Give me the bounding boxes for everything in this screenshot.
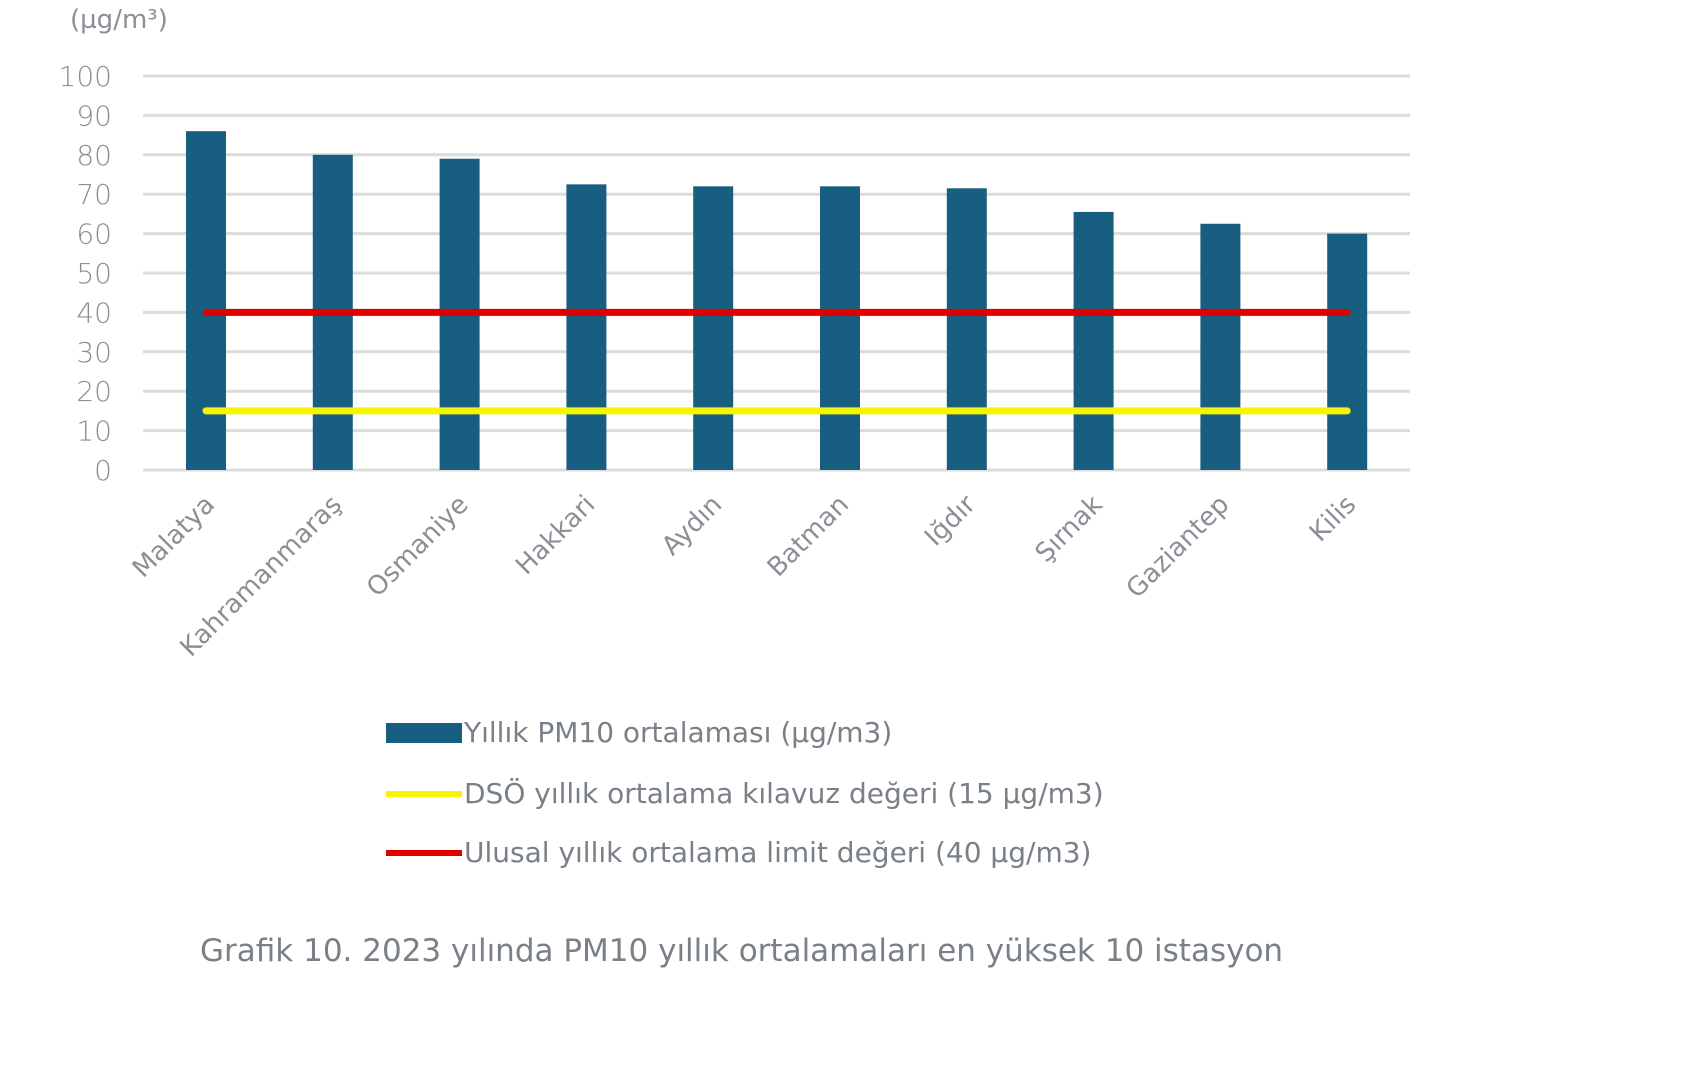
legend-label: Ulusal yıllık ortalama limit değeri (40 … bbox=[464, 836, 1092, 869]
x-tick-label: Kilis bbox=[1304, 490, 1362, 548]
bar bbox=[186, 131, 226, 470]
legend-swatch-red-line bbox=[386, 849, 462, 856]
y-tick-label: 30 bbox=[76, 336, 112, 369]
legend-item-pm10: Yıllık PM10 ortalaması (µg/m3) bbox=[386, 716, 892, 749]
bar bbox=[566, 184, 607, 470]
bar bbox=[1200, 223, 1241, 470]
y-tick-label: 80 bbox=[76, 139, 112, 172]
y-axis-unit-label: (µg/m³) bbox=[70, 5, 168, 35]
bar bbox=[820, 186, 860, 470]
bar bbox=[693, 186, 734, 470]
bar bbox=[946, 188, 987, 471]
legend-label: Yıllık PM10 ortalaması (µg/m3) bbox=[464, 716, 893, 749]
x-tick-label: Osmaniye bbox=[361, 490, 474, 603]
y-tick-label: 20 bbox=[76, 375, 112, 408]
y-tick-label: 10 bbox=[76, 415, 112, 448]
x-tick-label: Malatya bbox=[127, 490, 221, 584]
y-tick-label: 40 bbox=[76, 296, 112, 329]
x-tick-label: Batman bbox=[762, 490, 855, 583]
legend-swatch-bar bbox=[386, 722, 462, 743]
x-tick-label: Aydın bbox=[656, 490, 728, 562]
x-tick-label: Hakkari bbox=[510, 490, 601, 581]
legend-swatch-yellow-line bbox=[386, 790, 462, 797]
y-tick-label: 60 bbox=[76, 218, 112, 251]
x-tick-label: Iğdır bbox=[919, 490, 982, 553]
legend-label: DSÖ yıllık ortalama kılavuz değeri (15 µ… bbox=[464, 777, 1104, 810]
legend-item-national: Ulusal yıllık ortalama limit değeri (40 … bbox=[386, 836, 1091, 869]
legend-item-who: DSÖ yıllık ortalama kılavuz değeri (15 µ… bbox=[386, 777, 1104, 810]
bar bbox=[1327, 233, 1368, 470]
y-tick-label: 90 bbox=[76, 99, 112, 132]
y-tick-label: 70 bbox=[76, 178, 112, 211]
y-tick-label: 0 bbox=[94, 454, 112, 487]
figure-caption: Grafik 10. 2023 yılında PM10 yıllık orta… bbox=[200, 933, 1284, 969]
y-tick-label: 100 bbox=[59, 60, 112, 93]
bar bbox=[1073, 211, 1114, 470]
x-tick-label: Gaziantep bbox=[1121, 490, 1236, 605]
y-tick-label: 50 bbox=[76, 257, 112, 290]
x-tick-label: Şırnak bbox=[1030, 490, 1109, 569]
